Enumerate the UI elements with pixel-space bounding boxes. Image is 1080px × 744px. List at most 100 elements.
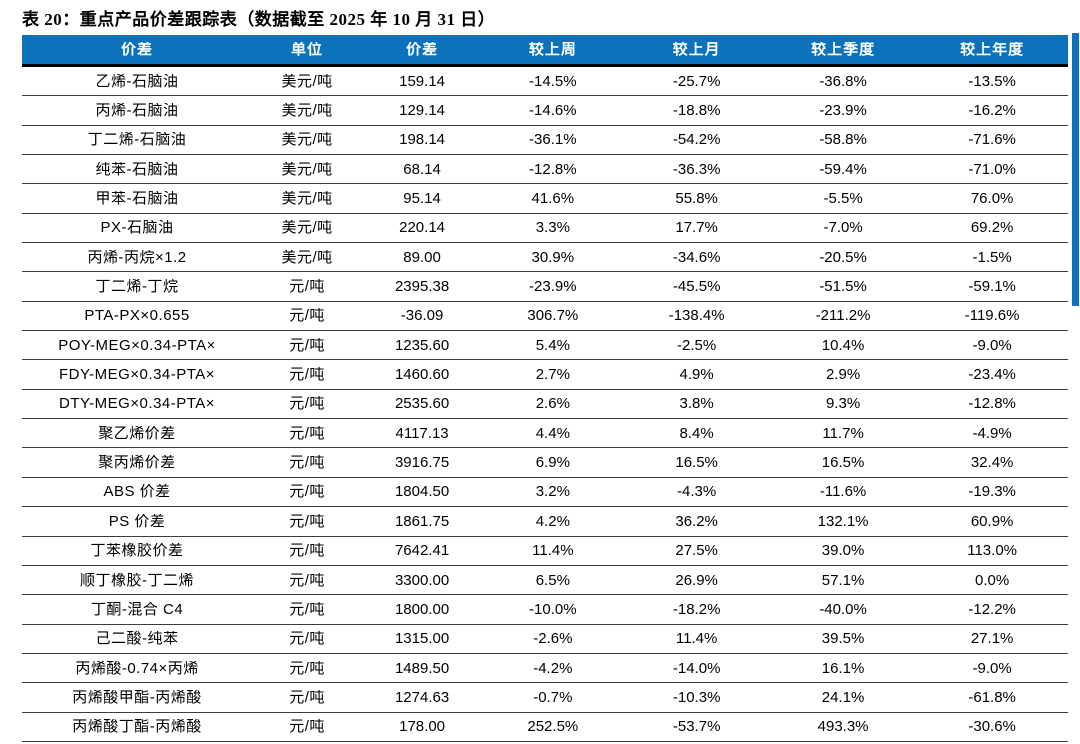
cell-mom: 8.4%	[679, 425, 714, 441]
cell-wow: -14.6%	[529, 103, 577, 119]
cell-name: FDY-MEG×0.34-PTA×	[59, 367, 216, 383]
cell-name: 丙烯酸甲酯-丙烯酸	[72, 689, 202, 705]
table-row: 丁苯橡胶价差 元/吨 7642.41 11.4% 27.5% 39.0% 113.0%	[22, 537, 1068, 566]
header-cell: 单位	[291, 42, 324, 57]
cell-unit: 元/吨	[289, 719, 325, 735]
cell-mom: 4.9%	[679, 367, 714, 383]
cell-mom: -54.2%	[672, 132, 721, 148]
cell-mom: 3.8%	[679, 396, 714, 412]
header-cell: 较上周	[528, 42, 577, 57]
cell-yoy: -19.3%	[968, 484, 1016, 500]
cell-value: 2395.38	[394, 279, 450, 295]
cell-qoq: -11.6%	[819, 484, 867, 500]
cell-value: 1489.50	[394, 660, 450, 676]
table-row: 丁酮-混合 C4 元/吨 1800.00 -10.0% -18.2% -40.0% -12.…	[22, 595, 1068, 625]
cell-wow: -14.5%	[529, 73, 577, 89]
cell-name: 丁酮-混合 C4	[90, 601, 184, 617]
cell-qoq: -20.5%	[819, 249, 867, 265]
cell-mom: -138.4%	[668, 308, 725, 324]
cell-mom: -25.7%	[672, 73, 721, 89]
cell-name: PX-石脑油	[100, 220, 174, 236]
cell-yoy: -4.9%	[972, 425, 1012, 441]
cell-qoq: 57.1%	[821, 572, 865, 588]
cell-unit: 美元/吨	[281, 73, 333, 89]
cell-name: 丙烯-丙烷×1.2	[87, 249, 187, 265]
cell-unit: 元/吨	[289, 601, 325, 617]
cell-name: 聚乙烯价差	[98, 425, 176, 441]
cell-wow: 3.3%	[535, 220, 570, 236]
cell-value: 2535.60	[394, 396, 450, 412]
table-row: 聚乙烯价差 元/吨 4117.13 4.4% 8.4% 11.7% -4.9%	[22, 419, 1068, 449]
table-row: ABS 价差 元/吨 1804.50 3.2% -4.3% -11.6% -19.3%	[22, 478, 1068, 508]
cell-unit: 美元/吨	[281, 132, 333, 148]
cell-value: 1274.63	[394, 689, 450, 705]
table-row: PTA-PX×0.655 元/吨 -36.09 306.7% -138.4% -211.2…	[22, 302, 1068, 332]
cell-unit: 元/吨	[289, 367, 325, 383]
cell-value: 178.00	[399, 719, 446, 735]
cell-wow: -36.1%	[529, 132, 577, 148]
cell-yoy: -71.0%	[968, 161, 1016, 177]
table-row: 丁二烯-石脑油 美元/吨 198.14 -36.1% -54.2% -58.8% -71.6…	[22, 126, 1068, 156]
table-row: 甲苯-石脑油 美元/吨 95.14 41.6% 55.8% -5.5% 76.0%	[22, 184, 1068, 214]
cell-unit: 美元/吨	[281, 220, 333, 236]
cell-name: 纯苯-石脑油	[95, 161, 179, 177]
cell-unit: 美元/吨	[281, 161, 333, 177]
cell-wow: 252.5%	[527, 719, 579, 735]
cell-mom: -34.6%	[672, 249, 721, 265]
cell-value: 4117.13	[395, 425, 449, 441]
cell-qoq: 16.5%	[821, 455, 865, 471]
header-cell: 较上季度	[811, 42, 876, 57]
cell-wow: -4.2%	[533, 660, 573, 676]
cell-unit: 元/吨	[289, 660, 325, 676]
cell-value: 89.00	[403, 249, 441, 265]
cell-mom: 55.8%	[675, 191, 718, 207]
table-header-row: 价差 单位 价差 较上周 较上月 较上季度 较上年度	[22, 35, 1068, 67]
cell-value: 95.14	[403, 191, 441, 207]
cell-value: 198.14	[399, 132, 446, 148]
cell-yoy: -1.5%	[972, 249, 1012, 265]
cell-mom: -36.3%	[672, 161, 721, 177]
cell-yoy: 76.0%	[970, 191, 1014, 207]
header-cell: 价差	[121, 42, 154, 57]
cell-qoq: -51.5%	[819, 279, 867, 295]
table-row: DTY-MEG×0.34-PTA× 元/吨 2535.60 2.6% 3.8% 9.3% -…	[22, 390, 1068, 420]
cell-wow: 4.2%	[535, 513, 570, 529]
cell-qoq: -5.5%	[823, 191, 863, 207]
cell-yoy: 113.0%	[967, 543, 1017, 559]
cell-qoq: -23.9%	[819, 103, 867, 119]
cell-mom: 26.9%	[675, 572, 718, 588]
cell-unit: 美元/吨	[281, 103, 333, 119]
table-row: FDY-MEG×0.34-PTA× 元/吨 1460.60 2.7% 4.9% 2.9% -…	[22, 360, 1068, 390]
cell-name: 丁二烯-丁烷	[95, 279, 179, 295]
cell-value: 1235.60	[394, 337, 450, 353]
right-accent-bar	[1072, 33, 1079, 306]
cell-value: -36.09	[400, 308, 444, 324]
cell-unit: 元/吨	[289, 572, 325, 588]
table-row: 丙烯-石脑油 美元/吨 129.14 -14.6% -18.8% -23.9% -16.2%	[22, 96, 1068, 126]
cell-unit: 元/吨	[289, 484, 325, 500]
cell-name: POY-MEG×0.34-PTA×	[58, 337, 216, 353]
cell-wow: 6.9%	[535, 455, 570, 471]
cell-value: 7642.41	[394, 543, 450, 559]
cell-yoy: 60.9%	[970, 513, 1014, 529]
cell-mom: -18.8%	[672, 103, 721, 119]
cell-name: 己二酸-纯苯	[95, 631, 179, 647]
table-row: 丙烯酸-0.74×丙烯 元/吨 1489.50 -4.2% -14.0% 16.1% -9.…	[22, 654, 1068, 684]
table-row: POY-MEG×0.34-PTA× 元/吨 1235.60 5.4% -2.5% 10.4…	[22, 331, 1068, 361]
cell-mom: -2.5%	[677, 337, 717, 353]
cell-qoq: -58.8%	[819, 132, 867, 148]
cell-yoy: -30.6%	[968, 719, 1016, 735]
cell-unit: 元/吨	[289, 308, 325, 324]
cell-mom: -14.0%	[672, 660, 721, 676]
cell-unit: 美元/吨	[281, 249, 333, 265]
cell-value: 3300.00	[394, 572, 450, 588]
cell-mom: -10.3%	[672, 689, 721, 705]
cell-yoy: -59.1%	[968, 279, 1016, 295]
cell-yoy: -16.2%	[968, 103, 1016, 119]
cell-mom: 17.7%	[675, 220, 718, 236]
cell-qoq: 16.1%	[821, 660, 865, 676]
cell-unit: 元/吨	[289, 689, 325, 705]
cell-qoq: 9.3%	[825, 396, 861, 412]
cell-yoy: -9.0%	[972, 337, 1012, 353]
